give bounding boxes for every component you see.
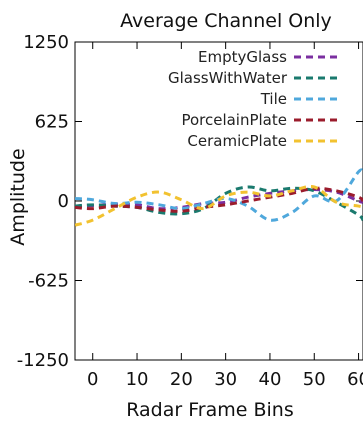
x-tick-label: 20: [170, 369, 193, 390]
y-tick-label: 625: [35, 112, 69, 133]
legend-label-ceramic-plate: CeramicPlate: [187, 132, 287, 150]
legend: EmptyGlass GlassWithWater Tile PorcelainPla…: [168, 48, 340, 150]
y-tick-label: -1250: [17, 350, 69, 371]
x-axis-label: Radar Frame Bins: [126, 399, 293, 421]
legend-label-empty-glass: EmptyGlass: [198, 48, 287, 66]
legend-label-glass-with-water: GlassWithWater: [168, 69, 288, 87]
axis-ticks: 1250 625 0 -625 -1250 0 10 20 30 40 50 60: [17, 32, 363, 390]
x-tick-label: 0: [87, 369, 98, 390]
x-tick-label: 30: [214, 369, 237, 390]
y-tick-label: 1250: [23, 32, 69, 53]
x-tick-label: 60: [347, 369, 363, 390]
series-line-porcelain-plate: [75, 186, 363, 213]
y-tick-label: 0: [58, 191, 69, 212]
y-tick-label: -625: [28, 271, 69, 292]
chart-title: Average Channel Only: [120, 10, 332, 32]
series-line-glass-with-water: [75, 185, 363, 222]
series-line-tile: [75, 168, 363, 222]
x-tick-label: 40: [259, 369, 282, 390]
x-tick-label: 10: [126, 369, 149, 390]
series-line-ceramic-plate: [75, 185, 363, 227]
y-axis-label: Amplitude: [7, 148, 29, 245]
x-tick-label: 50: [303, 369, 326, 390]
legend-label-porcelain-plate: PorcelainPlate: [181, 111, 287, 129]
legend-label-tile: Tile: [260, 90, 287, 108]
series-lines: [75, 168, 363, 227]
